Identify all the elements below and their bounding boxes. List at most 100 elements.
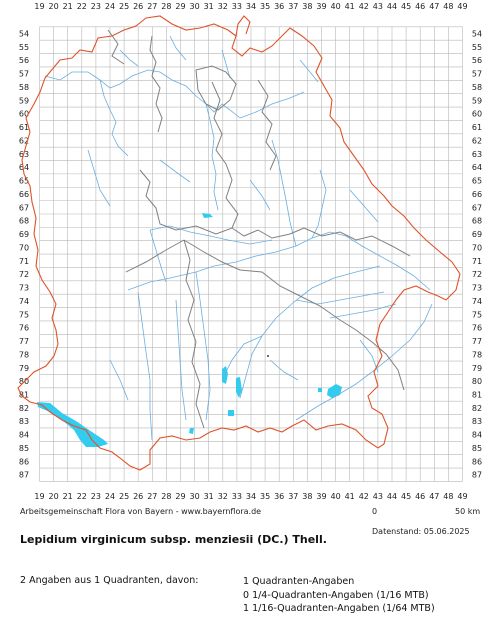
x-axis-label: 48 [443, 2, 453, 11]
river-small-9 [109, 359, 129, 401]
river-iller [137, 291, 153, 441]
y-axis-label: 85 [19, 444, 29, 453]
y-axis-label: 83 [472, 417, 482, 426]
y-axis-label: 55 [19, 43, 29, 52]
river-small-7 [269, 359, 299, 381]
x-axis-label: 29 [175, 2, 185, 11]
x-axis-label: 37 [288, 2, 298, 11]
border-east-forest [257, 79, 277, 171]
region-borders [107, 29, 411, 429]
state-border-north-detail [235, 15, 251, 37]
x-axis-label: 21 [63, 492, 73, 501]
y-axis-label: 86 [472, 457, 482, 466]
y-axis-label: 76 [19, 324, 29, 333]
y-axis-label: 72 [19, 270, 29, 279]
records-breakdown: 1 Quadranten-Angaben 0 1/4-Quadranten-An… [243, 575, 435, 616]
river-regnitz [205, 103, 219, 211]
y-axis-label: 74 [472, 297, 482, 306]
y-axis-label: 70 [19, 243, 29, 252]
river-regen [311, 169, 327, 239]
x-axis-label: 37 [288, 492, 298, 501]
y-axis-label: 77 [472, 337, 482, 346]
y-axis-labels-left: 5455565758596061626364656667686970717273… [19, 30, 29, 480]
river-naab [271, 139, 297, 247]
x-axis-label: 48 [443, 492, 453, 501]
x-axis-label: 33 [232, 2, 242, 11]
x-axis-label: 20 [49, 492, 59, 501]
y-axis-label: 74 [19, 297, 29, 306]
y-axis-label: 87 [472, 471, 482, 480]
y-axis-label: 67 [472, 203, 482, 212]
x-axis-label: 44 [387, 492, 397, 501]
x-axis-label: 19 [34, 2, 44, 11]
y-axis-label: 86 [19, 457, 29, 466]
y-axis-label: 54 [19, 30, 29, 39]
y-axis-label: 60 [472, 110, 482, 119]
y-axis-label: 69 [19, 230, 29, 239]
x-axis-label: 33 [232, 492, 242, 501]
y-axis-label: 65 [19, 177, 29, 186]
y-axis-label: 68 [472, 217, 482, 226]
river-small-5 [349, 189, 379, 223]
y-axis-label: 60 [19, 110, 29, 119]
species-title: Lepidium virginicum subsp. menziesii (DC… [20, 533, 327, 546]
y-axis-label: 59 [472, 96, 482, 105]
x-axis-label: 24 [105, 492, 115, 501]
x-axis-label: 44 [387, 2, 397, 11]
river-small-3 [299, 59, 319, 83]
lake-small-3 [318, 388, 322, 392]
river-saale [221, 49, 231, 79]
data-date: Datenstand: 05.06.2025 [372, 527, 470, 536]
x-axis-label: 43 [373, 2, 383, 11]
breakdown-sixteenth-quadrant: 1 1/16-Quadranten-Angaben (1/64 MTB) [243, 603, 435, 614]
river-small-2 [169, 35, 187, 61]
scale-start-label: 0 [372, 507, 378, 516]
y-axis-label: 71 [472, 257, 482, 266]
x-axis-label: 42 [359, 2, 369, 11]
y-axis-label: 58 [472, 83, 482, 92]
river-tauber [87, 149, 111, 207]
x-axis-label: 35 [260, 2, 270, 11]
river-wertach [175, 299, 187, 421]
records-summary: 2 Angaben aus 1 Quadranten, davon: [20, 575, 199, 586]
y-axis-label: 65 [472, 177, 482, 186]
river-woernitz [149, 229, 167, 283]
y-axis-label: 64 [19, 163, 29, 172]
x-axis-label: 45 [401, 2, 411, 11]
x-axis-label: 43 [373, 492, 383, 501]
border-oberbayern-niederbayern [239, 269, 405, 391]
x-axis-label: 36 [274, 2, 284, 11]
x-axis-label: 30 [190, 2, 200, 11]
x-axis-label: 38 [302, 492, 312, 501]
y-axis-label: 67 [19, 203, 29, 212]
x-axis-label: 22 [77, 2, 87, 11]
river-upper-main [239, 91, 305, 119]
x-axis-label: 40 [331, 2, 341, 11]
y-axis-label: 72 [472, 270, 482, 279]
x-axis-label: 22 [77, 492, 87, 501]
map-grid [39, 26, 463, 482]
border-franken-south [139, 169, 305, 239]
lake-ammersee [222, 366, 228, 384]
lake-bodensee [37, 402, 108, 447]
y-axis-label: 57 [19, 70, 29, 79]
breakdown-quarter-quadrant: 0 1/4-Quadranten-Angaben (1/16 MTB) [243, 589, 429, 601]
x-axis-label: 45 [401, 492, 411, 501]
river-isar [239, 265, 381, 399]
y-axis-label: 82 [19, 404, 29, 413]
bavaria-state-border [17, 15, 461, 471]
y-axis-label: 79 [19, 364, 29, 373]
distribution-map: 19 20 21 22 23 24 25 26 27 28 29 30 31 32 33 34 35 36 37 38… [17, 2, 482, 501]
river-small-4 [249, 179, 271, 211]
y-axis-label: 56 [472, 56, 482, 65]
river-altmuehl [149, 225, 273, 245]
x-axis-label: 31 [204, 492, 214, 501]
x-axis-label: 36 [274, 492, 284, 501]
y-axis-label: 76 [472, 324, 482, 333]
y-axis-label: 55 [472, 43, 482, 52]
y-axis-label: 85 [472, 444, 482, 453]
y-axis-label: 61 [19, 123, 29, 132]
x-axis-label: 47 [429, 2, 439, 11]
border-oberpfalz-niederbayern [303, 227, 411, 257]
y-axis-label: 62 [19, 136, 29, 145]
